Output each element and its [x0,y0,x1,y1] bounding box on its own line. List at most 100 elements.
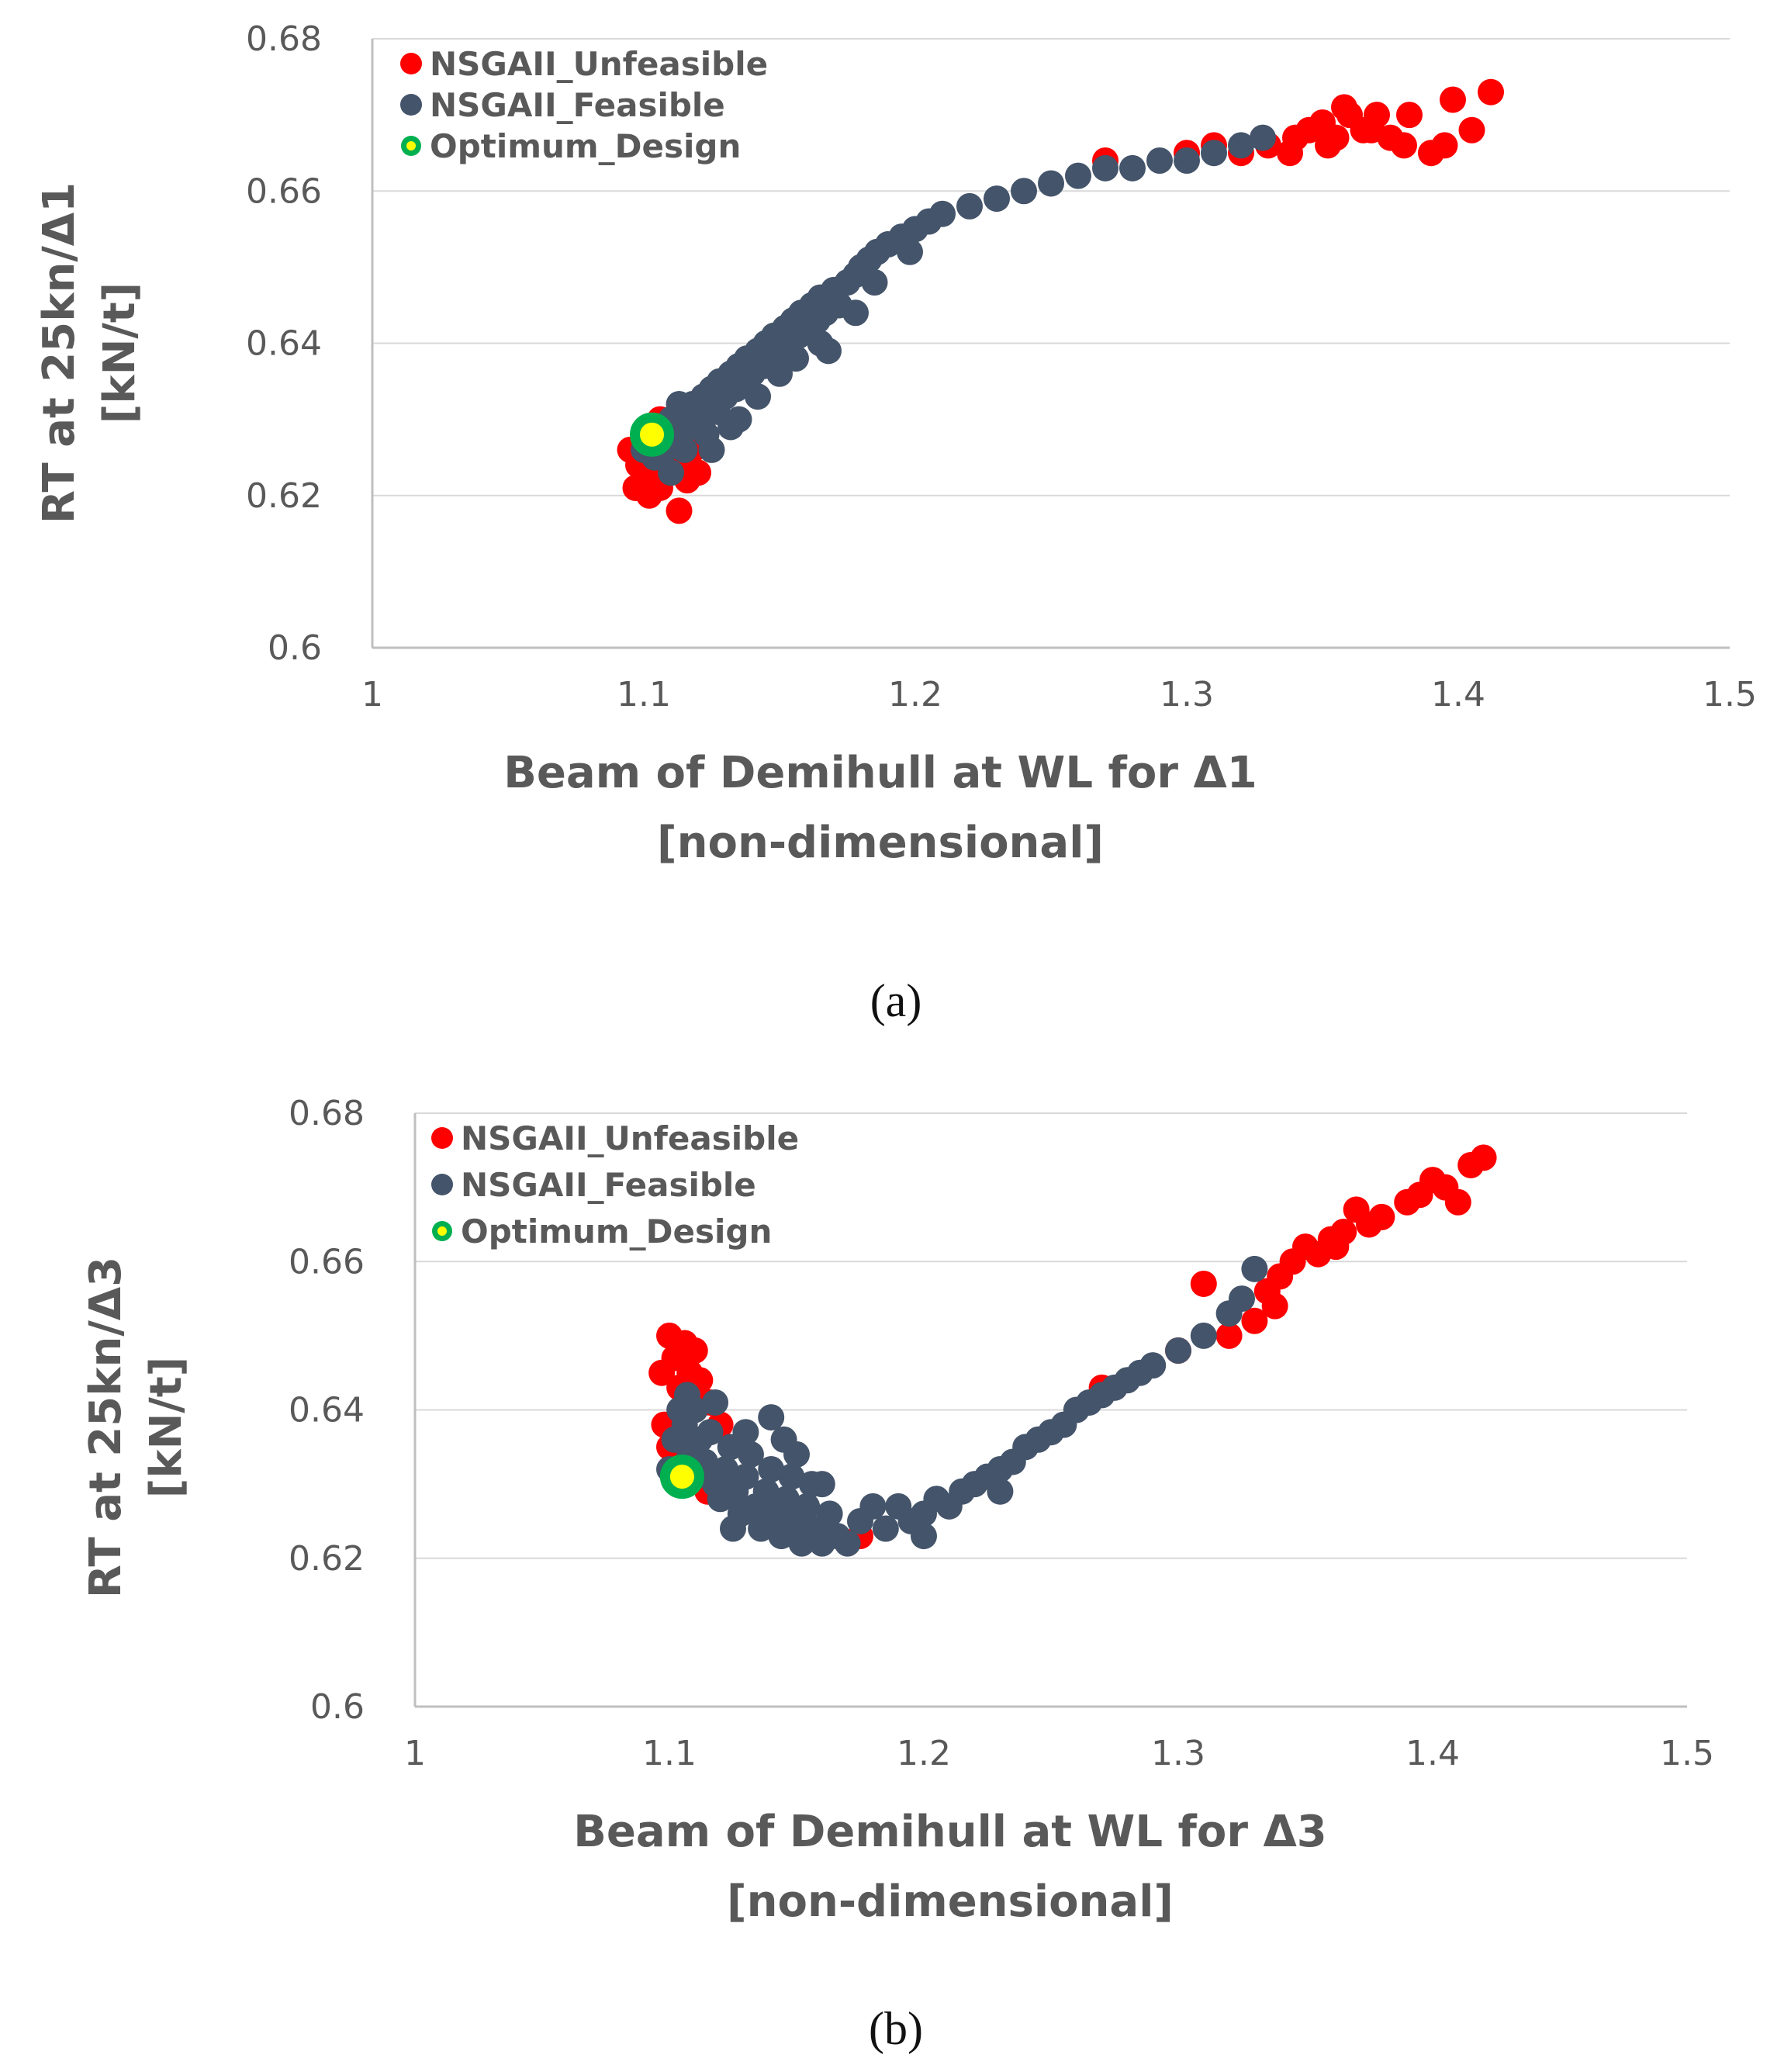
caption-a: (a) [870,975,922,1026]
feasible-point [1126,1359,1153,1386]
unfeasible-point [1444,1188,1471,1216]
chart-a-legend-feasible-marker [400,94,422,116]
feasible-point [816,1500,843,1527]
unfeasible-point [622,474,649,501]
feasible-point [752,1478,780,1505]
chart-b-x-ticks: 1 1.1 1.2 1.3 1.4 1.5 [404,1734,1714,1773]
feasible-point [1165,1337,1191,1364]
feasible-point [984,185,1010,213]
chart-a-xtick: 1 [361,675,383,714]
chart-a-xtick: 1.5 [1703,675,1757,714]
chart-b-y-axis-title: RT at 25kn/Δ3 [81,1257,131,1598]
feasible-point [773,1486,800,1513]
feasible-point [1250,124,1276,151]
chart-a-legend-unfeasible-label: NSGAII_Unfeasible [430,45,768,83]
caption-b: (b) [869,2003,923,2054]
unfeasible-point [1215,1322,1243,1349]
chart-b-ytick: 0.62 [289,1539,365,1579]
feasible-point [666,391,693,417]
feasible-point [1190,1322,1217,1349]
feasible-point [861,269,888,296]
chart-a-points [617,78,1504,524]
feasible-point [1241,1255,1268,1282]
unfeasible-point [1315,132,1341,159]
chart-b-legend-optimum-label: Optimum_Design [461,1212,772,1250]
feasible-point [834,1530,861,1557]
feasible-point [673,1382,700,1409]
feasible-point [987,1478,1014,1505]
chart-a-ytick: 0.6 [268,628,322,668]
chart-a-y-axis-subtitle: [kN/t] [95,282,145,424]
feasible-point [956,192,983,220]
chart-a-legend: NSGAII_Unfeasible NSGAII_Feasible Optimu… [400,45,768,165]
feasible-point [698,436,725,463]
chart-b-legend-feasible-label: NSGAII_Feasible [461,1166,756,1204]
unfeasible-point [1190,1270,1217,1297]
feasible-point [720,1515,746,1542]
chart-a-x-axis-title: Beam of Demihull at WL for Δ1 [503,748,1257,798]
feasible-point [758,1404,785,1431]
chart-b-legend-feasible-marker [431,1174,453,1195]
feasible-point [697,1419,724,1446]
chart-a-ytick: 0.68 [246,19,322,59]
feasible-point [717,413,744,441]
chart-b-legend: NSGAII_Unfeasible NSGAII_Feasible Optimu… [431,1119,799,1250]
feasible-point [770,1426,797,1453]
feasible-point [815,337,842,365]
feasible-point [778,1463,805,1490]
chart-b-xtick: 1.1 [642,1734,697,1773]
feasible-point [872,1515,899,1542]
unfeasible-point [1368,1203,1395,1230]
unfeasible-point [1470,1144,1497,1171]
feasible-point [1201,140,1227,167]
feasible-point [702,1389,729,1416]
chart-b-legend-unfeasible-label: NSGAII_Unfeasible [461,1119,799,1157]
unfeasible-point [1261,1292,1288,1320]
chart-b-y-axis-subtitle: [kN/t] [141,1357,192,1499]
unfeasible-point [1458,116,1485,144]
unfeasible-point [1277,140,1303,167]
chart-a-xtick: 1.2 [888,675,942,714]
chart-a-xtick: 1.3 [1160,675,1214,714]
chart-b-ytick: 0.6 [310,1687,365,1727]
feasible-point [712,1456,739,1482]
chart-b-legend-unfeasible-marker [431,1127,453,1149]
chart-a-legend-unfeasible-marker [400,53,422,74]
feasible-point [1038,170,1064,197]
chart-b-points [648,1144,1497,1557]
chart-a-xtick: 1.1 [617,675,671,714]
unfeasible-point [666,497,693,524]
chart-a-x-axis-subtitle: [non-dimensional] [657,818,1104,868]
feasible-point [732,1419,759,1446]
chart-b-xtick: 1 [404,1734,426,1773]
chart-a: 0.6 0.62 0.64 0.66 0.68 1 1.1 1.2 1.3 1.… [34,19,1757,1026]
chart-b: 0.6 0.62 0.64 0.66 0.68 1 1.1 1.2 1.3 1.… [81,1094,1714,2054]
feasible-point [808,1471,835,1498]
feasible-point [1011,178,1037,205]
feasible-point [1229,1285,1255,1313]
chart-a-xtick: 1.4 [1431,675,1485,714]
chart-b-xtick: 1.3 [1151,1734,1205,1773]
feasible-point [897,238,923,265]
feasible-point [1174,147,1200,174]
chart-a-legend-feasible-label: NSGAII_Feasible [430,86,725,124]
unfeasible-point [1323,1233,1350,1261]
chart-a-legend-optimum-marker-core [406,141,416,150]
chart-b-x-axis-subtitle: [non-dimensional] [727,1877,1174,1927]
chart-a-ytick: 0.66 [246,171,322,211]
chart-a-ytick: 0.62 [246,476,322,516]
chart-b-ytick: 0.68 [289,1094,365,1133]
feasible-point [929,200,956,227]
feasible-point [745,383,771,410]
chart-b-legend-optimum-marker-core [437,1226,447,1236]
unfeasible-point [1391,132,1417,159]
feasible-point [658,459,684,486]
feasible-point [859,1493,887,1520]
feasible-point [842,299,869,327]
feasible-point [1092,154,1119,182]
optimum-design-point [630,412,674,457]
feasible-point [758,1456,785,1482]
chart-a-x-ticks: 1 1.1 1.2 1.3 1.4 1.5 [361,675,1757,714]
chart-b-xtick: 1.4 [1405,1734,1460,1773]
chart-b-ytick: 0.66 [289,1242,365,1282]
